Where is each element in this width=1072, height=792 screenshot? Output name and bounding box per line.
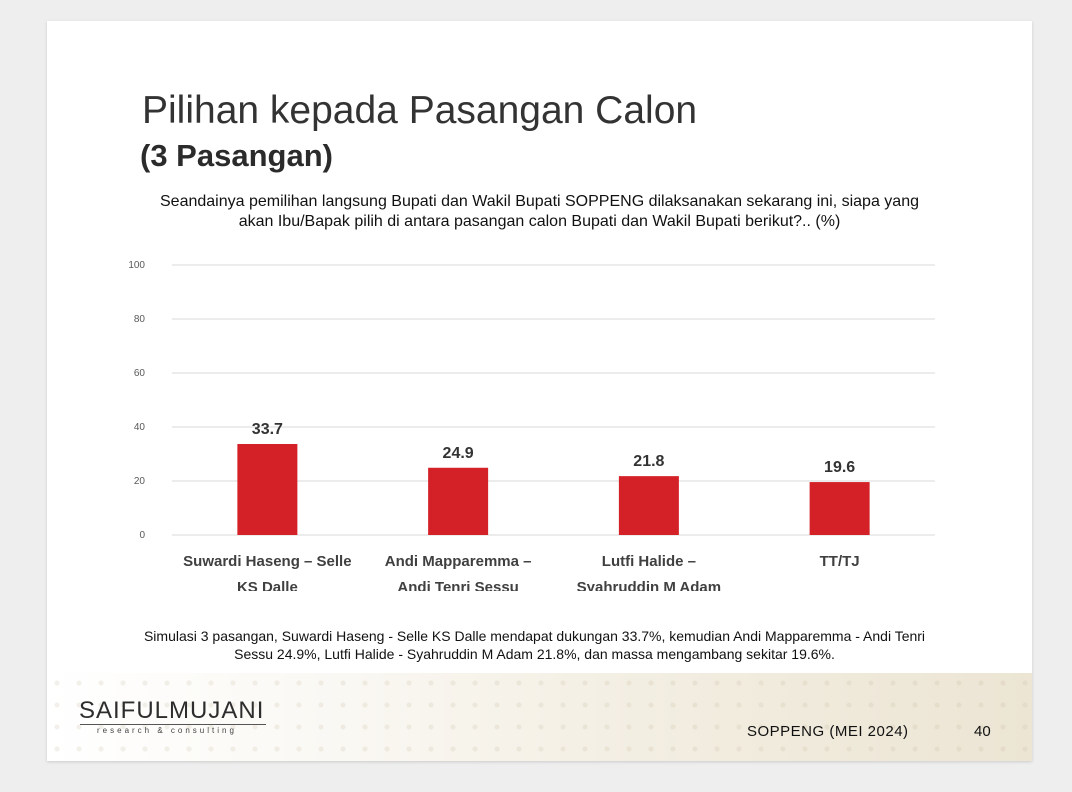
survey-question-line: akan Ibu/Bapak pilih di antara pasangan … — [238, 213, 841, 230]
y-tick-label: 100 — [128, 260, 145, 271]
bar — [428, 467, 489, 535]
category-label: Syahruddin M Adam — [577, 579, 721, 591]
category-label: Suwardi Haseng – Selle — [183, 553, 351, 570]
survey-question-line: Seandainya pemilihan langsung Bupati dan… — [160, 193, 919, 210]
slide-title: Pilihan kepada Pasangan Calon — [142, 89, 698, 132]
chart-note-line: Simulasi 3 pasangan, Suwardi Haseng - Se… — [143, 628, 926, 644]
y-tick-label: 80 — [134, 314, 146, 325]
bar — [237, 444, 298, 535]
chart-note-line: Sessu 24.9%, Lutfi Halide - Syahruddin M… — [234, 646, 835, 662]
y-tick-label: 20 — [134, 476, 146, 487]
survey-question: Seandainya pemilihan langsung Bupati dan… — [87, 192, 992, 232]
y-tick-label: 60 — [134, 368, 146, 379]
slide-subtitle: (3 Pasangan) — [140, 138, 333, 173]
data-label: 19.6 — [824, 459, 855, 476]
chart-note: Simulasi 3 pasangan, Suwardi Haseng - Se… — [117, 627, 952, 663]
logo-tagline: research & consulting — [97, 726, 237, 735]
data-label: 24.9 — [443, 445, 474, 462]
data-label: 33.7 — [252, 421, 283, 438]
category-label: Andi Mapparemma – — [385, 553, 532, 570]
category-label: KS Dalle — [237, 579, 298, 591]
category-label: TT/TJ — [820, 553, 860, 570]
data-label: 21.8 — [633, 453, 664, 470]
slide: Pilihan kepada Pasangan Calon (3 Pasanga… — [47, 21, 1032, 761]
category-label: Andi Tenri Sessu — [397, 579, 518, 591]
bar — [809, 482, 870, 535]
logo-wordmark: SAIFULMUJANI — [79, 697, 265, 724]
footer-background — [47, 673, 1032, 761]
page-number: 40 — [974, 723, 991, 740]
logo-divider — [80, 724, 266, 725]
bar — [618, 476, 679, 535]
y-tick-label: 40 — [134, 422, 146, 433]
category-label: Lutfi Halide – — [602, 553, 696, 570]
bar-chart: 0 20 40 60 80 100 33.7 Suwardi Haseng – Selle KS… — [128, 260, 935, 591]
y-tick-label: 0 — [139, 530, 145, 541]
footer-label: SOPPENG (MEI 2024) — [747, 723, 909, 740]
